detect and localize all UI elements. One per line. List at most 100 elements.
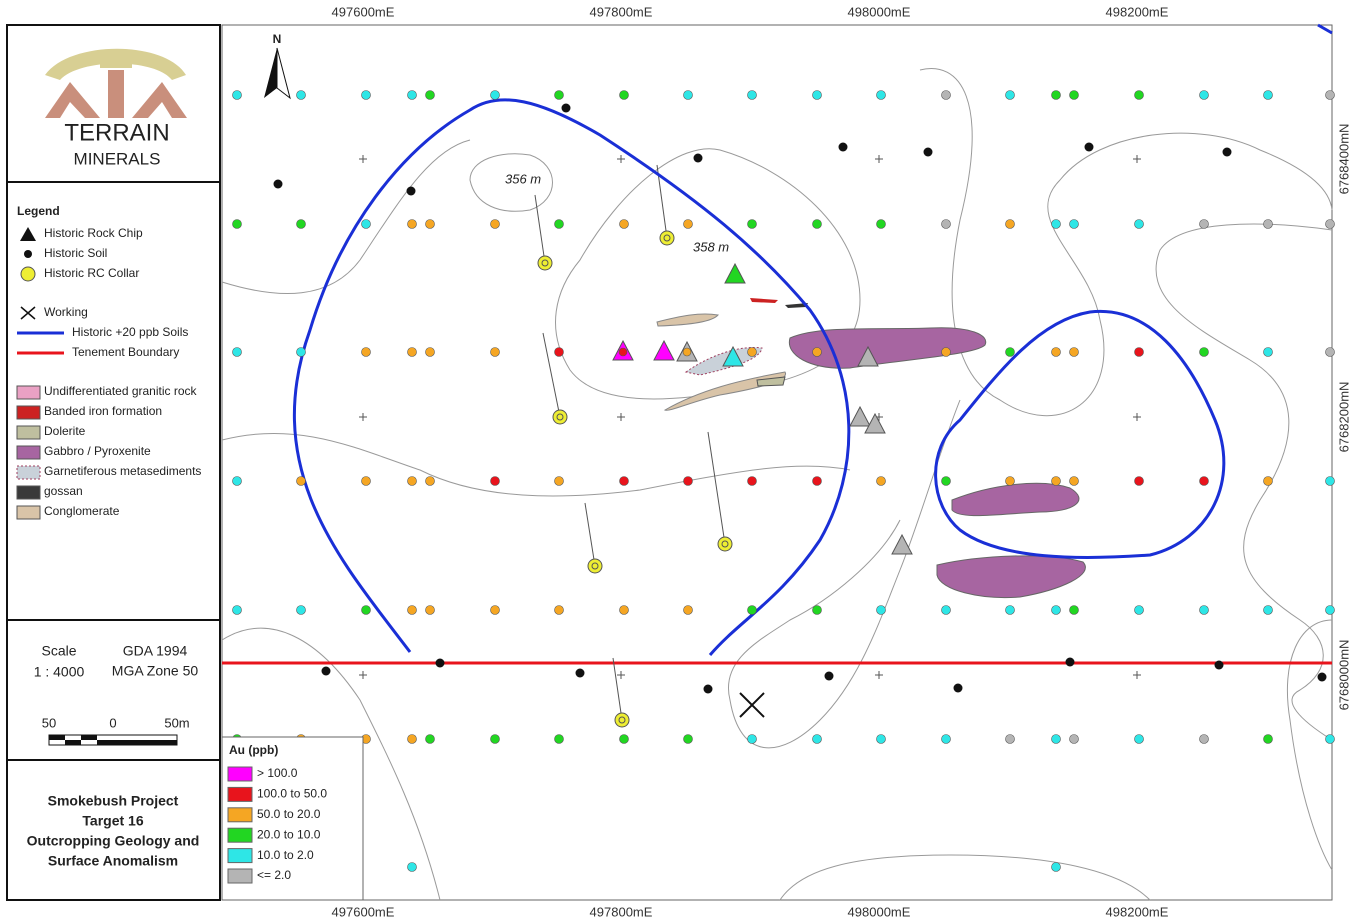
soil-sample (1005, 347, 1015, 357)
soil-sample (876, 90, 886, 100)
au-label: 10.0 to 2.0 (257, 848, 314, 862)
soil-sample (1051, 347, 1061, 357)
soil-sample (407, 734, 417, 744)
soil-sample (232, 476, 242, 486)
soil-sample (361, 347, 371, 357)
soil-sample (812, 734, 822, 744)
soil-sample (296, 219, 306, 229)
contour (728, 399, 961, 749)
legend-icon (24, 250, 32, 258)
grid-cross (359, 671, 367, 679)
logo-mark (45, 48, 186, 80)
rc-collar (614, 712, 630, 728)
au-label: 20.0 to 10.0 (257, 827, 321, 841)
soil-sample (941, 219, 951, 229)
au-label: 50.0 to 20.0 (257, 807, 321, 821)
soil-sample (683, 90, 693, 100)
legend: Historic Rock Chip Historic Soil Historic … (16, 226, 201, 520)
soil-sample (812, 476, 822, 486)
contour (1155, 223, 1333, 741)
legend-label: Tenement Boundary (72, 345, 179, 359)
rock-chip (849, 405, 871, 427)
legend-label: Banded iron formation (44, 404, 162, 418)
soil-sample (1199, 605, 1209, 615)
rc-collar (537, 255, 553, 271)
contour (221, 433, 851, 497)
soil-sample (1134, 476, 1144, 486)
soil-sample (361, 476, 371, 486)
historic-soil (561, 103, 571, 113)
soil-sample (407, 219, 417, 229)
map-title: Outcropping Geology and (27, 833, 200, 849)
soil-sample (407, 476, 417, 486)
rc-collar (659, 230, 675, 246)
soil-sample (876, 734, 886, 744)
soil-sample (876, 476, 886, 486)
map-title: Target 16 (82, 813, 143, 829)
northing-label: 6768000mN (1336, 640, 1351, 711)
legend-icon (16, 385, 41, 400)
historic-soil (703, 684, 713, 694)
au-label: > 100.0 (257, 766, 298, 780)
soil-sample (425, 605, 435, 615)
soil-sample (812, 347, 822, 357)
rock-chip (857, 345, 879, 367)
soil-sample (1199, 347, 1209, 357)
soil-sample (1325, 734, 1335, 744)
soil-sample (425, 476, 435, 486)
historic-soil (575, 668, 585, 678)
rc-collar (663, 234, 671, 242)
rock-chip (722, 345, 744, 367)
soil-sample (1325, 476, 1335, 486)
legend-label: Historic +20 ppb Soils (72, 325, 188, 339)
historic-soil (321, 666, 331, 676)
north-arrow (276, 47, 291, 100)
soil-sample (941, 90, 951, 100)
contour (1286, 619, 1333, 871)
easting-label: 498200mE (1106, 904, 1169, 919)
soil-sample (490, 90, 500, 100)
legend-icon (16, 465, 41, 480)
soil-sample (296, 347, 306, 357)
soil-sample (1069, 219, 1079, 229)
soil-sample (361, 90, 371, 100)
grid-cross (1133, 155, 1141, 163)
contour (469, 153, 553, 212)
soil-sample (683, 605, 693, 615)
legend-label: Conglomerate (44, 504, 120, 518)
map-title: Surface Anomalism (48, 853, 178, 869)
soil-sample (554, 219, 564, 229)
soil-sample (1051, 476, 1061, 486)
au-swatch (227, 827, 253, 843)
soil-sample (941, 734, 951, 744)
drill-trace (584, 502, 596, 567)
scale-ratio: 1 : 4000 (34, 664, 85, 680)
legend-label: Historic RC Collar (44, 266, 139, 280)
legend-icon (20, 266, 36, 282)
soil-sample (490, 734, 500, 744)
soil-sample (747, 347, 757, 357)
gabbro (951, 482, 1080, 517)
soil-sample (1069, 476, 1079, 486)
rc-collar (587, 558, 603, 574)
map-frame (221, 24, 1333, 901)
legend-label: Gabbro / Pyroxenite (44, 444, 151, 458)
soil-sample (232, 219, 242, 229)
logo-text: MINERALS (74, 149, 161, 168)
scale-bar (113, 740, 177, 745)
easting-label: 497800mE (590, 4, 653, 19)
logo-mark (100, 58, 132, 68)
rc-collar (618, 716, 626, 724)
easting-label: 498200mE (1106, 4, 1169, 19)
rock-chip (891, 533, 913, 555)
soil-sample (361, 219, 371, 229)
soil-sample (490, 605, 500, 615)
legend-label: Historic Soil (44, 246, 107, 260)
historic-soil (1222, 147, 1232, 157)
au-swatch (227, 807, 253, 823)
north-arrow (264, 48, 277, 98)
soil-sample (1263, 734, 1273, 744)
rc-collar (591, 562, 599, 570)
legend-icon (16, 485, 41, 500)
rock-chip (864, 412, 886, 434)
